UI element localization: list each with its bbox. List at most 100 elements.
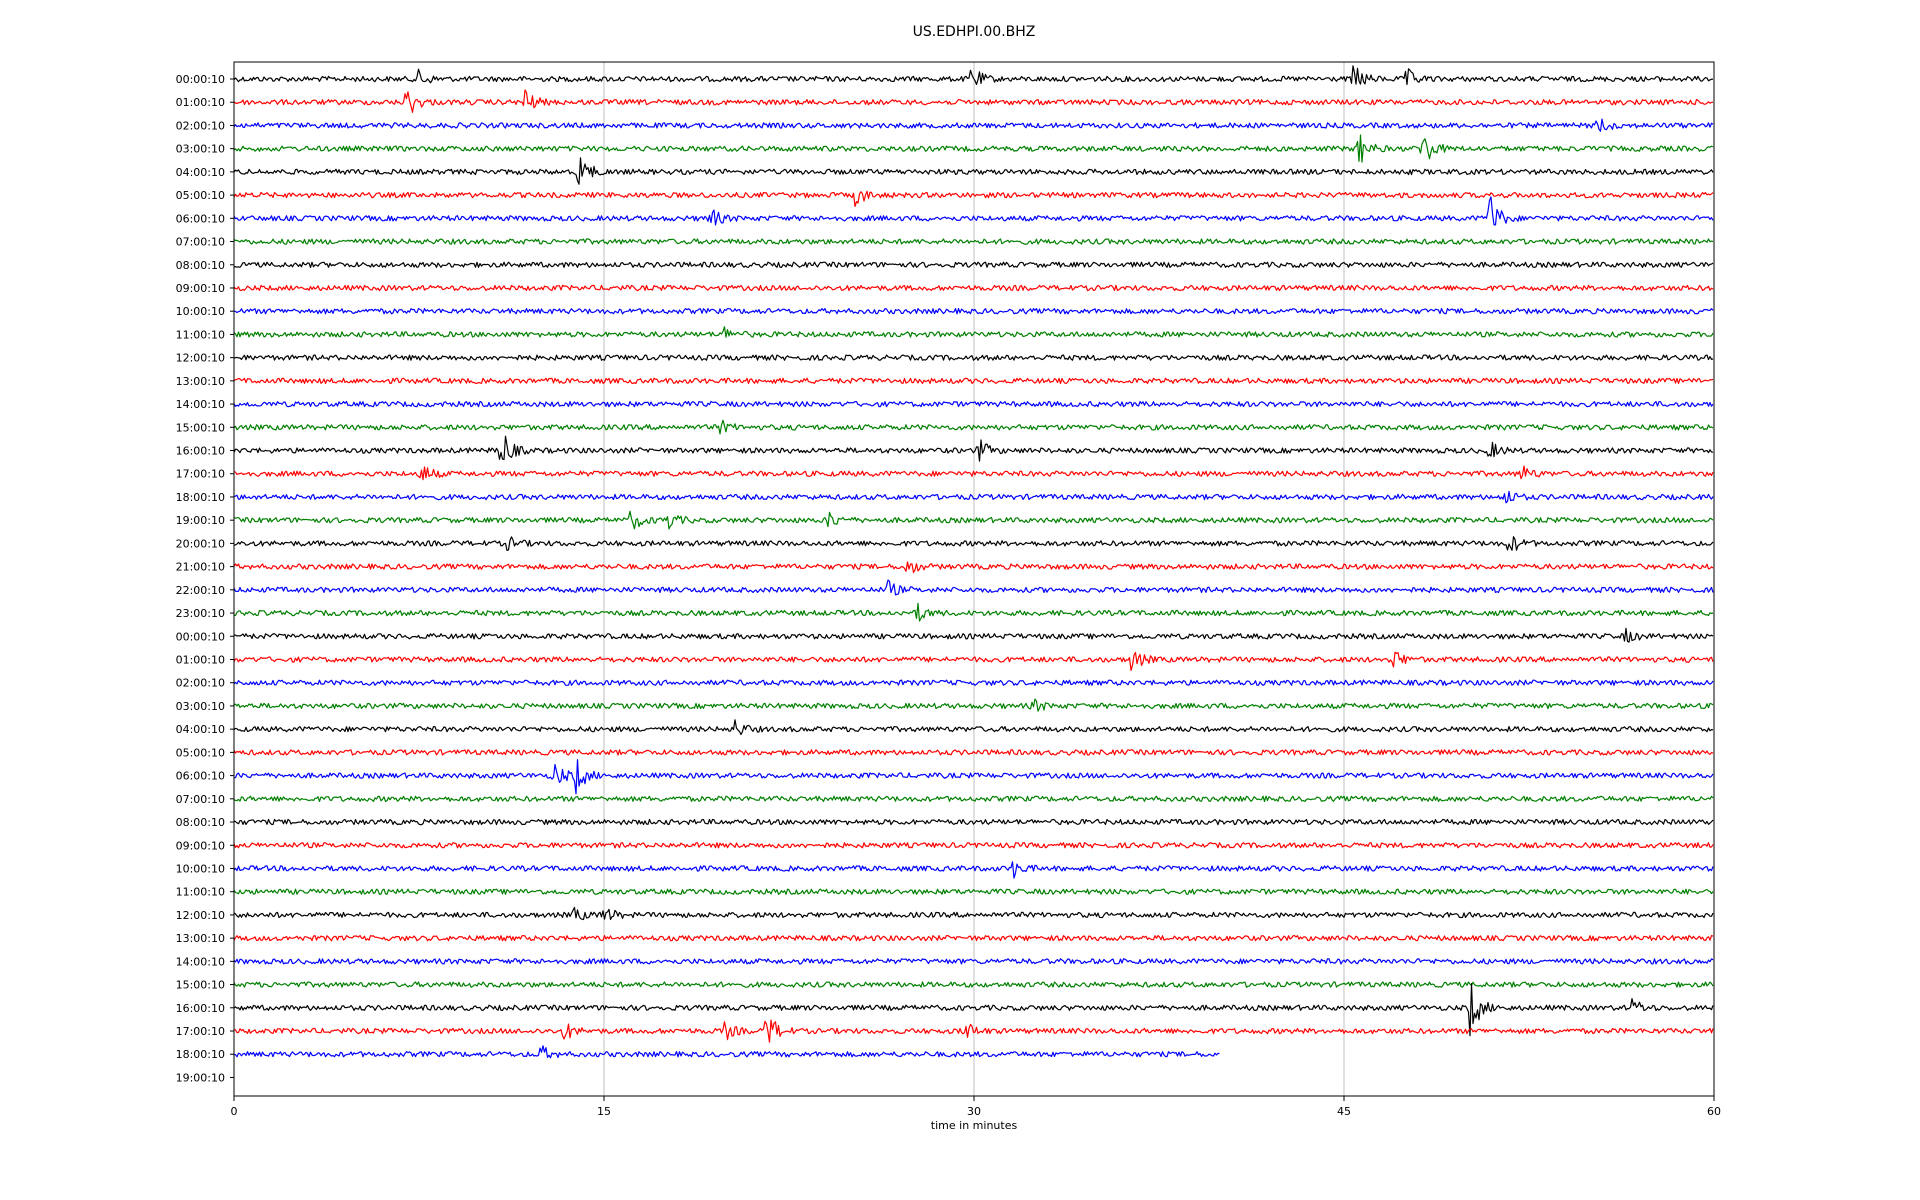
y-tick-label: 20:00:10 [176, 537, 225, 550]
seismic-trace [233, 719, 1714, 736]
y-tick-label: 06:00:10 [176, 770, 225, 783]
seismic-trace [233, 627, 1714, 643]
y-tick-label: 11:00:10 [176, 886, 225, 899]
y-tick-label: 05:00:10 [176, 189, 225, 202]
seismic-trace [233, 354, 1714, 361]
y-tick-label: 04:00:10 [176, 723, 225, 736]
y-tick-label: 06:00:10 [176, 212, 225, 225]
y-tick-label: 12:00:10 [176, 909, 225, 922]
y-tick-label: 12:00:10 [176, 352, 225, 365]
chart-title: US.EDHPI.00.BHZ [913, 24, 1036, 40]
y-tick-label: 10:00:10 [176, 862, 225, 875]
seismic-trace [233, 1045, 1220, 1059]
y-tick-label: 00:00:10 [176, 630, 225, 643]
y-tick-label: 18:00:10 [176, 1048, 225, 1061]
grid-lines [603, 62, 1345, 1096]
y-tick-label: 07:00:10 [176, 236, 225, 249]
seismic-trace [233, 284, 1714, 292]
seismic-trace [233, 190, 1714, 207]
seismic-trace [233, 981, 1714, 988]
seismic-trace [233, 435, 1714, 462]
trace-lines [233, 65, 1714, 1059]
seismic-trace [233, 906, 1714, 921]
seismic-trace [233, 842, 1714, 849]
y-tick-label: 03:00:10 [176, 143, 225, 156]
y-tick-label: 09:00:10 [176, 282, 225, 295]
y-tick-label: 14:00:10 [176, 398, 225, 411]
seismic-trace [233, 818, 1714, 826]
plot-frame [233, 61, 1715, 1097]
seismic-trace [233, 377, 1714, 385]
seismic-trace [233, 400, 1714, 408]
y-tick-labels: 00:00:10 01:00:10 02:00:10 03:00:10 04:00:10… [176, 73, 234, 1084]
y-tick-label: 01:00:10 [176, 96, 225, 109]
y-tick-label: 16:00:10 [176, 445, 225, 458]
seismic-trace [233, 89, 1714, 113]
y-tick-label: 17:00:10 [176, 1025, 225, 1038]
y-tick-label: 21:00:10 [176, 561, 225, 574]
y-tick-label: 11:00:10 [176, 328, 225, 341]
y-tick-label: 15:00:10 [176, 979, 225, 992]
seismic-trace [233, 698, 1714, 712]
seismic-trace [233, 134, 1714, 163]
seismic-trace [233, 561, 1714, 574]
seismic-trace [233, 536, 1714, 551]
x-ticks: 0 15 30 45 60 [231, 1096, 1721, 1118]
seismic-trace [233, 759, 1714, 795]
seismic-trace [233, 579, 1714, 596]
seismic-trace [233, 238, 1714, 245]
seismic-trace [233, 261, 1714, 268]
y-tick-label: 05:00:10 [176, 746, 225, 759]
y-tick-label: 04:00:10 [176, 166, 225, 179]
seismic-trace [233, 308, 1714, 315]
y-tick-label: 07:00:10 [176, 793, 225, 806]
y-tick-label: 02:00:10 [176, 119, 225, 132]
seismic-trace [233, 888, 1714, 895]
y-tick-label: 08:00:10 [176, 816, 225, 829]
y-tick-label: 00:00:10 [176, 73, 225, 86]
seismic-trace [233, 651, 1714, 671]
y-tick-label: 13:00:10 [176, 375, 225, 388]
seismic-trace [233, 326, 1714, 338]
x-tick-label: 60 [1707, 1105, 1721, 1118]
seismic-trace [233, 679, 1714, 686]
y-tick-label: 18:00:10 [176, 491, 225, 504]
y-tick-label: 09:00:10 [176, 839, 225, 852]
seismic-trace [233, 65, 1714, 86]
y-tick-label: 23:00:10 [176, 607, 225, 620]
y-tick-label: 01:00:10 [176, 654, 225, 667]
seismic-trace [233, 196, 1714, 226]
x-tick-label: 45 [1337, 1105, 1351, 1118]
y-tick-label: 14:00:10 [176, 955, 225, 968]
y-tick-label: 02:00:10 [176, 677, 225, 690]
x-tick-label: 30 [967, 1105, 981, 1118]
seismic-trace [233, 490, 1714, 504]
y-tick-label: 10:00:10 [176, 305, 225, 318]
y-tick-label: 22:00:10 [176, 584, 225, 597]
seismic-trace [233, 510, 1714, 530]
y-tick-label: 13:00:10 [176, 932, 225, 945]
y-tick-label: 08:00:10 [176, 259, 225, 272]
seismic-trace [233, 934, 1714, 942]
y-tick-label: 15:00:10 [176, 421, 225, 434]
seismic-trace [233, 958, 1714, 965]
x-tick-label: 15 [597, 1105, 611, 1118]
seismic-trace [233, 749, 1714, 756]
y-tick-label: 19:00:10 [176, 1071, 225, 1084]
seismic-trace [233, 157, 1714, 185]
seismic-trace [233, 861, 1714, 879]
y-tick-label: 16:00:10 [176, 1002, 225, 1015]
y-tick-label: 19:00:10 [176, 514, 225, 527]
seismic-trace [233, 795, 1714, 802]
seismic-trace [233, 465, 1714, 481]
seismic-trace [233, 602, 1714, 622]
seismic-trace [233, 118, 1714, 132]
x-tick-label: 0 [231, 1105, 238, 1118]
seismic-trace [233, 419, 1714, 435]
y-tick-label: 17:00:10 [176, 468, 225, 481]
seismic-trace [233, 1019, 1714, 1043]
y-tick-label: 03:00:10 [176, 700, 225, 713]
seismic-trace [233, 983, 1714, 1037]
